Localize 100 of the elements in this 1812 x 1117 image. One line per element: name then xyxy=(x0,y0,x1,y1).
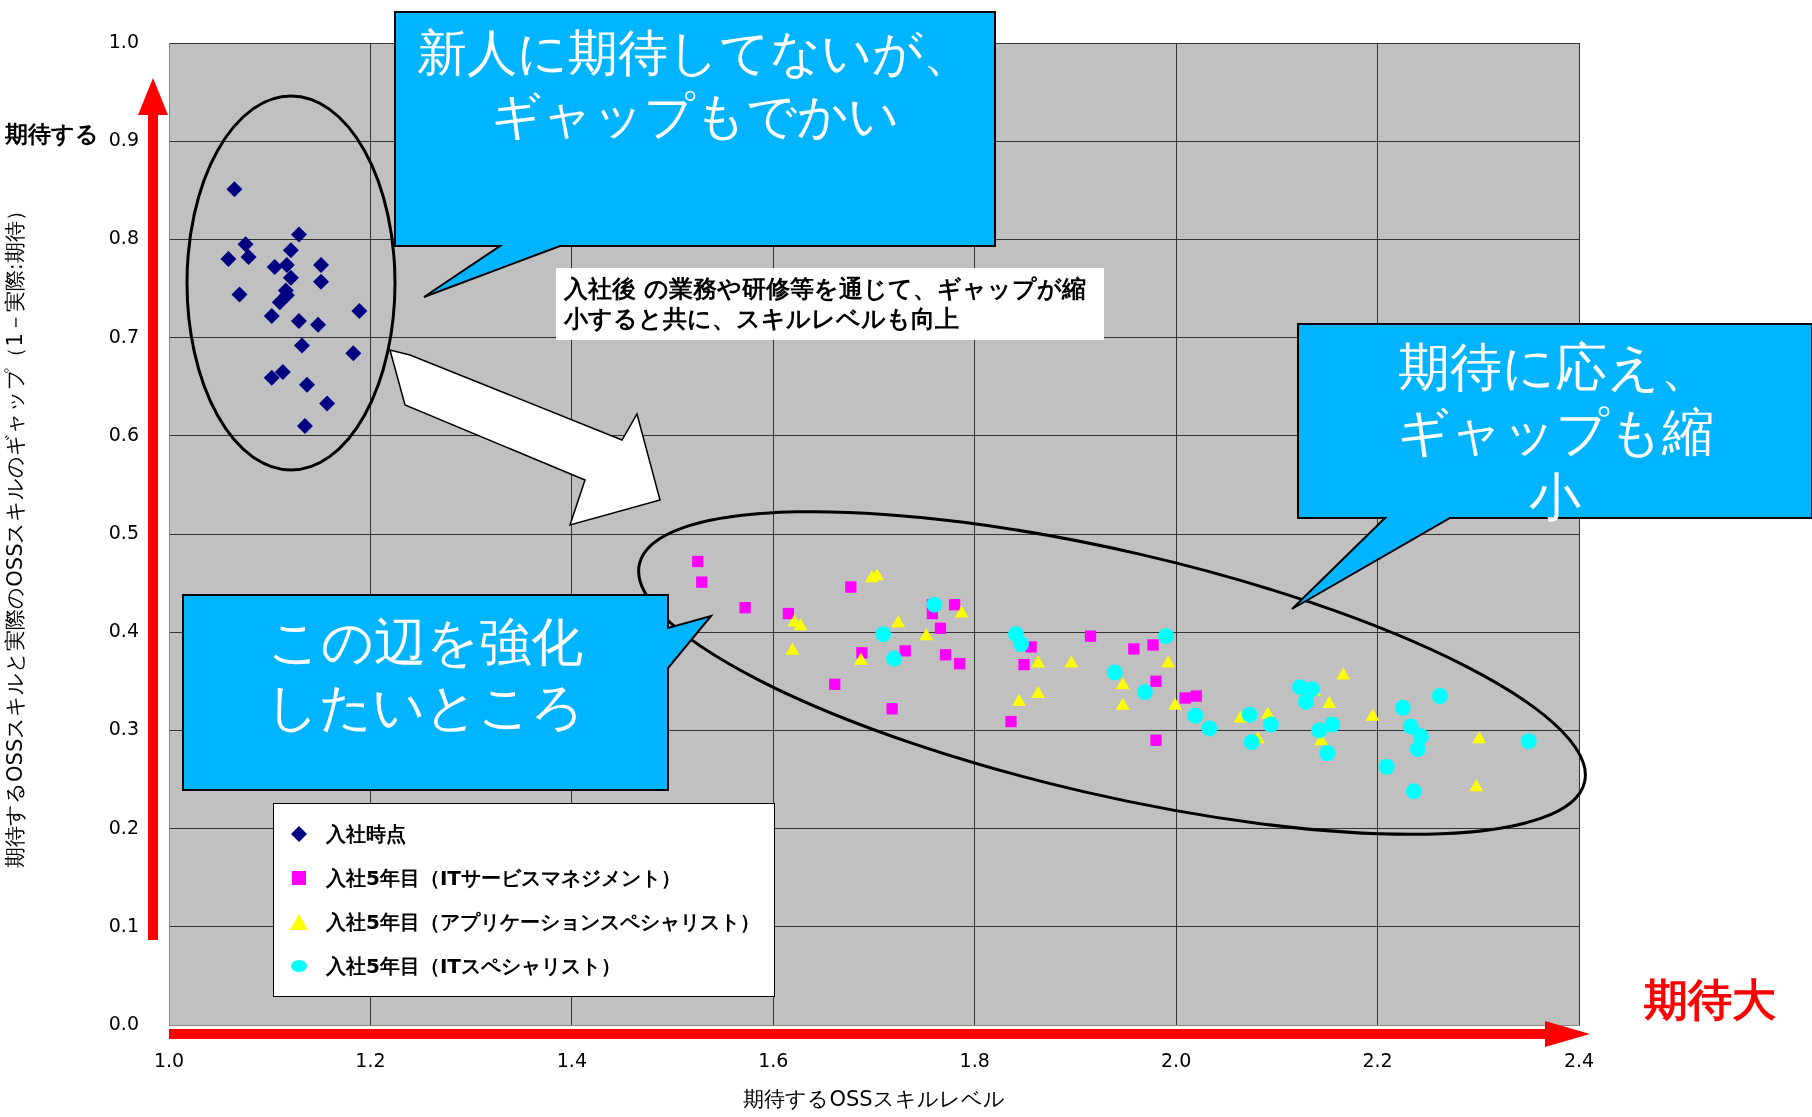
point xyxy=(1241,706,1258,723)
point xyxy=(1012,693,1026,706)
point xyxy=(351,303,368,320)
point xyxy=(263,369,280,386)
point xyxy=(1115,697,1130,710)
point xyxy=(290,312,307,329)
y-tick-label: 0.9 xyxy=(108,128,139,151)
x-tick-label: 1.0 xyxy=(153,1049,185,1072)
x-tick-label: 2.2 xyxy=(1362,1049,1393,1072)
point xyxy=(1378,758,1395,775)
legend-label: 入社5年目（ITスペシャリスト） xyxy=(326,952,621,980)
point xyxy=(1432,688,1449,705)
y-tick-label: 1.0 xyxy=(108,29,139,52)
point xyxy=(739,601,751,614)
point xyxy=(282,269,299,286)
y-tick-label: 0.8 xyxy=(108,226,139,249)
point xyxy=(1201,720,1218,737)
point xyxy=(829,678,841,690)
point xyxy=(1319,744,1336,761)
point xyxy=(1115,677,1130,690)
point xyxy=(1005,715,1017,728)
point xyxy=(1084,630,1097,642)
point xyxy=(696,576,708,588)
x-tick-label: 1.6 xyxy=(758,1049,789,1072)
y-tick-label: 0.4 xyxy=(108,619,139,642)
point xyxy=(1161,655,1176,668)
point xyxy=(785,642,800,655)
y-tick-label: 0.1 xyxy=(108,913,139,936)
point xyxy=(1412,728,1429,745)
point xyxy=(278,256,295,273)
legend-label: 入社5年目（ITサービスマネジメント） xyxy=(326,864,681,892)
point xyxy=(263,308,280,324)
point xyxy=(1472,731,1487,744)
x-tick-label: 1.8 xyxy=(959,1049,990,1072)
point xyxy=(1405,783,1422,800)
y-tick-label: 0.0 xyxy=(108,1011,139,1034)
point xyxy=(226,181,243,198)
point xyxy=(313,273,330,290)
point xyxy=(237,236,254,253)
point xyxy=(282,242,299,259)
point xyxy=(1064,655,1079,668)
point xyxy=(1031,686,1046,699)
point xyxy=(939,649,952,661)
point xyxy=(1187,707,1204,724)
point xyxy=(1469,779,1484,792)
annotation: この辺を強化したいところ xyxy=(265,611,585,739)
point xyxy=(875,626,892,643)
point xyxy=(220,251,237,268)
point xyxy=(926,596,943,613)
point xyxy=(231,286,248,303)
point xyxy=(853,652,868,665)
point xyxy=(845,581,857,593)
point xyxy=(1243,734,1260,751)
point xyxy=(1168,697,1183,710)
point xyxy=(1106,664,1123,681)
point xyxy=(782,607,795,620)
point xyxy=(1150,675,1162,687)
point xyxy=(1402,718,1419,735)
y-tick-label: 0.7 xyxy=(108,324,139,347)
point xyxy=(319,395,336,412)
point xyxy=(298,376,315,393)
point xyxy=(240,249,257,266)
point xyxy=(1322,695,1337,708)
point xyxy=(1336,667,1351,680)
point xyxy=(266,258,283,275)
x-tick-label: 1.4 xyxy=(556,1049,587,1072)
point xyxy=(948,599,961,611)
annotation: 入社後 の業務や研修等を通じて、ギャップが縮小すると共に、スキルレベルも向上 xyxy=(556,268,1104,340)
annotation: 期待に応え、ギャップも縮小 xyxy=(1395,336,1715,529)
point xyxy=(345,345,362,362)
point xyxy=(886,703,898,715)
point xyxy=(296,417,313,434)
point xyxy=(1128,643,1140,655)
point xyxy=(274,363,291,380)
point xyxy=(1298,693,1315,710)
x-tick-label: 2.4 xyxy=(1563,1049,1595,1072)
point xyxy=(1520,733,1537,750)
point xyxy=(313,256,330,273)
point xyxy=(891,615,906,628)
legend-label: 入社5年目（アプリケーションスペシャリスト） xyxy=(326,908,760,936)
point xyxy=(692,555,704,568)
point xyxy=(886,650,903,667)
point xyxy=(1409,741,1426,758)
point xyxy=(1147,639,1159,651)
legend-label: 入社時点 xyxy=(326,820,406,848)
y-tick-label: 0.2 xyxy=(108,815,139,838)
point xyxy=(1262,716,1279,733)
point xyxy=(1311,722,1328,739)
annotation: 新人に期待してないが、ギャップもでかい xyxy=(416,23,974,147)
point xyxy=(1031,655,1046,668)
point xyxy=(310,316,327,333)
point xyxy=(954,605,969,618)
point xyxy=(271,294,288,311)
point xyxy=(1179,692,1191,704)
point xyxy=(1158,628,1175,645)
point xyxy=(1136,684,1153,701)
point xyxy=(1013,635,1030,652)
point xyxy=(1018,658,1030,671)
y-tick-label: 0.3 xyxy=(108,717,139,740)
text: 期待する xyxy=(5,120,100,149)
